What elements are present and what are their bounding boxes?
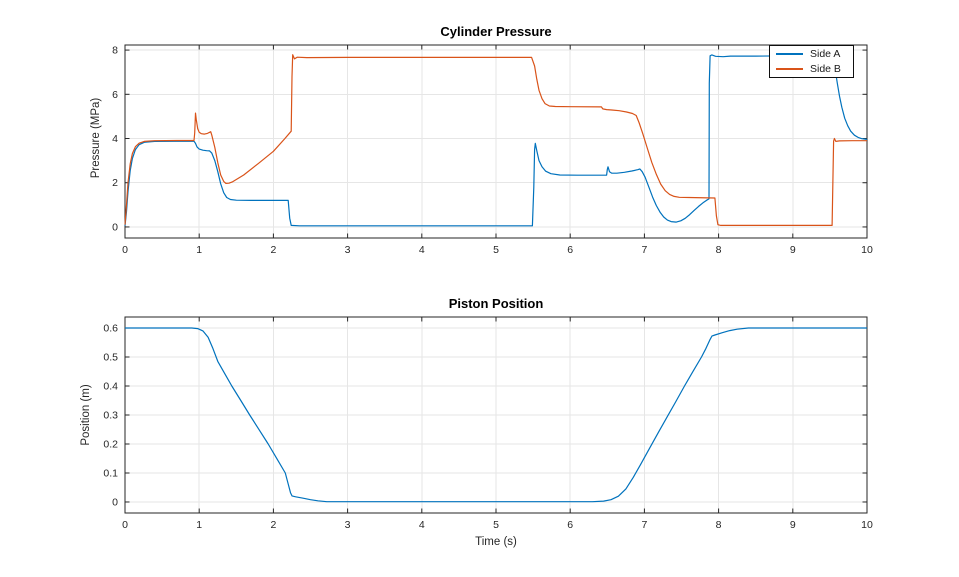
x-tick-label: 2: [270, 519, 276, 531]
legend-entry-side-b: Side B: [770, 62, 853, 78]
legend: Side A Side B: [769, 45, 854, 78]
y-tick-label: 2: [112, 177, 118, 189]
x-tick-label: 3: [345, 244, 351, 256]
x-tick-label: 9: [790, 519, 796, 531]
x-tick-label: 7: [641, 244, 647, 256]
x-tick-label: 6: [567, 244, 573, 256]
y-tick-label: 0: [112, 221, 118, 233]
x-tick-label: 7: [641, 519, 647, 531]
x-tick-label: 2: [270, 244, 276, 256]
position-chart-title: Piston Position: [448, 296, 544, 311]
series-line-position: [125, 327, 867, 503]
x-tick-label: 8: [716, 519, 722, 531]
x-tick-label: 6: [567, 519, 573, 531]
series-line-side-b: [124, 54, 867, 226]
y-tick-label: 6: [112, 89, 118, 101]
y-tick-label: 4: [112, 133, 118, 145]
x-tick-label: 4: [419, 519, 425, 531]
x-tick-label: 1: [196, 244, 202, 256]
y-tick-label: 0: [112, 496, 118, 508]
x-tick-label: 0: [122, 244, 128, 256]
x-tick-label: 5: [493, 519, 499, 531]
y-tick-label: 0.2: [103, 438, 118, 450]
y-tick-label: 0.5: [103, 352, 118, 364]
x-tick-label: 0: [122, 519, 128, 531]
y-tick-label: 0.4: [103, 381, 118, 393]
x-tick-label: 4: [419, 244, 425, 256]
position-y-axis-label: Position (m): [80, 384, 92, 446]
x-tick-label: 3: [345, 519, 351, 531]
time-x-axis-label: Time (s): [475, 536, 517, 548]
side-b-line-sample: [776, 68, 803, 71]
x-tick-label: 10: [861, 244, 873, 256]
x-tick-label: 9: [790, 244, 796, 256]
y-tick-label: 0.1: [103, 467, 118, 479]
x-tick-label: 1: [196, 519, 202, 531]
y-tick-label: 0.3: [103, 410, 118, 422]
legend-label-side-b: Side B: [810, 63, 841, 75]
series-line-side-a: [124, 54, 868, 227]
pressure-chart-title: Cylinder Pressure: [440, 24, 552, 39]
pressure-y-axis-label: Pressure (MPa): [90, 97, 102, 179]
y-tick-label: 0.6: [103, 323, 118, 335]
x-tick-label: 8: [716, 244, 722, 256]
legend-entry-side-a: Side A: [770, 46, 853, 62]
x-tick-label: 10: [861, 519, 873, 531]
y-tick-label: 8: [112, 45, 118, 57]
legend-label-side-a: Side A: [810, 47, 841, 60]
side-a-line-sample: [776, 52, 803, 55]
x-tick-label: 5: [493, 244, 499, 256]
